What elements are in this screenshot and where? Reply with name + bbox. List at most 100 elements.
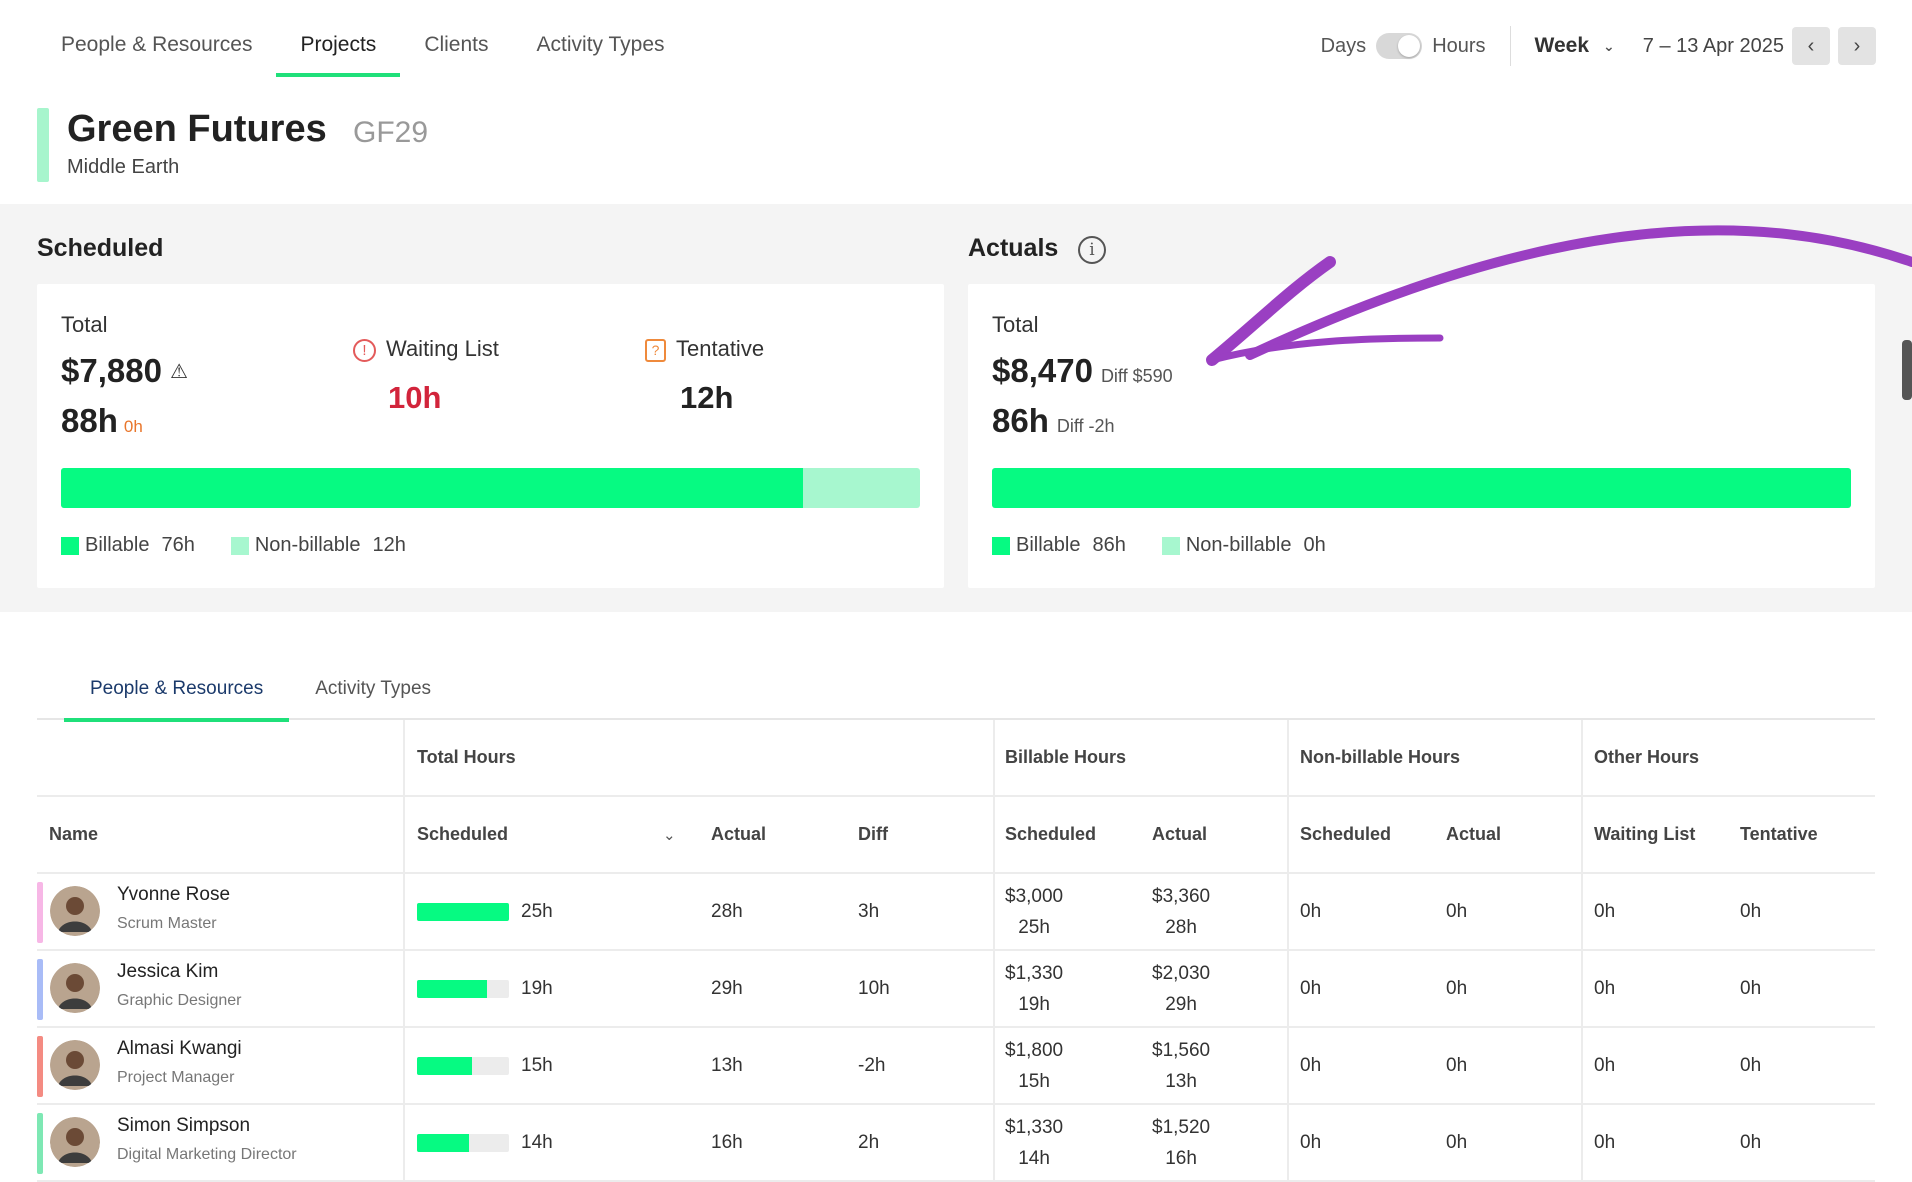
col-diff[interactable]: Diff xyxy=(858,824,888,844)
tab-activity-types[interactable]: Activity Types xyxy=(536,33,665,56)
tentative-label: Tentative xyxy=(676,336,765,361)
billable-scheduled-hours: 19h xyxy=(1018,993,1050,1015)
tentative-hours: 0h xyxy=(1740,977,1762,999)
table-row[interactable]: Almasi Kwangi Project Manager 15h 13h -2… xyxy=(37,1028,1875,1105)
waiting-list-hours: 0h xyxy=(1594,977,1616,999)
billable-scheduled-amount: $1,330 xyxy=(1005,1116,1064,1138)
nonbillable-scheduled: 0h xyxy=(1300,1131,1322,1153)
person-name[interactable]: Jessica Kim xyxy=(117,961,219,982)
prev-button[interactable]: ‹ xyxy=(1792,27,1830,65)
avatar[interactable] xyxy=(50,963,100,1013)
diff-hours: 2h xyxy=(858,1131,880,1153)
scheduled-mini-fill xyxy=(417,1133,469,1152)
nonbillable-actual: 0h xyxy=(1446,977,1468,999)
waiting-list-value: 10h xyxy=(388,380,442,415)
days-hours-toggle[interactable] xyxy=(1376,33,1423,59)
scheduled-hours: 14h xyxy=(521,1131,553,1153)
billable-swatch xyxy=(61,536,79,555)
billable-actual-hours: 13h xyxy=(1165,1070,1197,1092)
sort-chevron-down-icon[interactable]: ⌄ xyxy=(663,826,676,844)
scheduled-extra-hours: 0h xyxy=(123,417,143,436)
col-tentative[interactable]: Tentative xyxy=(1740,824,1818,844)
tab-projects[interactable]: Projects xyxy=(276,0,401,77)
divider xyxy=(403,874,405,949)
person-color-bar xyxy=(37,1036,43,1097)
billable-actual-cell: $1,520 16h xyxy=(1152,1105,1210,1180)
nonbillable-value: 0h xyxy=(1303,534,1326,556)
divider xyxy=(403,797,405,872)
tab-people-resources[interactable]: People & Resources xyxy=(61,33,253,56)
col-nonbillable-scheduled[interactable]: Scheduled xyxy=(1300,824,1392,844)
project-client[interactable]: Middle Earth xyxy=(67,156,180,178)
diff-hours: -2h xyxy=(858,1054,886,1076)
nonbillable-scheduled: 0h xyxy=(1300,1054,1322,1076)
scheduled-mini-fill xyxy=(417,979,487,998)
scheduled-card: Total $7,880 ⚠ 88h 0h ! Waiting List 10h ? T… xyxy=(37,284,944,588)
person-role: Digital Marketing Director xyxy=(117,1146,297,1163)
diff-hours: 3h xyxy=(858,900,880,922)
col-nonbillable-actual[interactable]: Actual xyxy=(1446,824,1502,844)
tentative-value: 12h xyxy=(680,380,734,415)
col-scheduled[interactable]: Scheduled xyxy=(417,824,509,844)
divider xyxy=(1287,720,1289,795)
scheduled-total-amount: $7,880 xyxy=(61,352,162,389)
person-name[interactable]: Simon Simpson xyxy=(117,1115,251,1136)
scheduled-mini-fill xyxy=(417,902,509,921)
person-name[interactable]: Almasi Kwangi xyxy=(117,1038,242,1059)
col-billable-actual[interactable]: Actual xyxy=(1152,824,1208,844)
col-waiting-list[interactable]: Waiting List xyxy=(1594,824,1696,844)
next-button[interactable]: › xyxy=(1838,27,1876,65)
table-row[interactable]: Simon Simpson Digital Marketing Director… xyxy=(37,1105,1875,1182)
person-role: Project Manager xyxy=(117,1069,235,1086)
scheduled-total-label: Total xyxy=(61,312,108,337)
divider xyxy=(993,1105,995,1180)
days-label: Days xyxy=(1320,34,1367,57)
person-name[interactable]: Yvonne Rose xyxy=(117,884,231,905)
tentative-label-row: ? Tentative xyxy=(645,336,764,362)
warning-icon[interactable]: ⚠ xyxy=(169,361,188,383)
col-billable-scheduled[interactable]: Scheduled xyxy=(1005,824,1097,844)
scrollbar-thumb[interactable] xyxy=(1902,340,1912,400)
scheduled-mini-fill xyxy=(417,1056,473,1075)
actuals-total-amount: $8,470 xyxy=(992,352,1093,389)
divider xyxy=(403,720,405,795)
avatar[interactable] xyxy=(50,886,100,936)
group-header-row: Total Hours Billable Hours Non-billable … xyxy=(37,720,1875,797)
divider xyxy=(993,797,995,872)
subtab-people-resources[interactable]: People & Resources xyxy=(64,660,290,722)
scheduled-cell: 15h xyxy=(417,1028,553,1103)
scheduled-cell: 25h xyxy=(417,874,553,949)
nonbillable-actual: 0h xyxy=(1446,900,1468,922)
billable-scheduled-cell: $3,000 25h xyxy=(1005,874,1063,949)
subtab-activity-types[interactable]: Activity Types xyxy=(315,678,432,699)
divider xyxy=(1287,1105,1289,1180)
tab-clients[interactable]: Clients xyxy=(424,33,489,56)
nonbillable-value: 12h xyxy=(372,534,406,556)
billable-label: Billable xyxy=(1016,534,1081,556)
nonbillable-swatch xyxy=(1161,536,1180,555)
table-row[interactable]: Yvonne Rose Scrum Master 25h 28h 3h $3,0… xyxy=(37,874,1875,951)
actuals-card: Total $8,470 Diff $590 86h Diff -2h Billab… xyxy=(968,284,1875,588)
column-header-row: Name Scheduled ⌄ Actual Diff Scheduled A… xyxy=(37,797,1875,874)
table-row[interactable]: Jessica Kim Graphic Designer 19h 29h 10h… xyxy=(37,951,1875,1028)
divider xyxy=(993,1028,995,1103)
col-name[interactable]: Name xyxy=(49,824,99,844)
alert-circle-icon: ! xyxy=(353,339,376,362)
info-icon[interactable]: i xyxy=(1078,236,1106,264)
scheduled-total-amount-row: $7,880 ⚠ xyxy=(61,352,188,390)
actual-hours: 29h xyxy=(711,977,743,999)
col-actual[interactable]: Actual xyxy=(711,824,767,844)
period-select[interactable]: Week ⌄ xyxy=(1535,34,1615,58)
table-body: Yvonne Rose Scrum Master 25h 28h 3h $3,0… xyxy=(37,874,1875,1182)
billable-swatch xyxy=(992,536,1010,555)
billable-actual-hours: 29h xyxy=(1165,993,1197,1015)
divider xyxy=(1509,26,1511,66)
main-tabs: People & Resources Projects Clients Acti… xyxy=(37,0,689,77)
avatar[interactable] xyxy=(50,1117,100,1167)
actuals-total-hours-row: 86h Diff -2h xyxy=(992,402,1115,440)
scheduled-cell: 19h xyxy=(417,951,553,1026)
avatar[interactable] xyxy=(50,1040,100,1090)
billable-actual-hours: 28h xyxy=(1165,916,1197,938)
billable-actual-cell: $3,360 28h xyxy=(1152,874,1210,949)
nonbillable-scheduled: 0h xyxy=(1300,900,1322,922)
